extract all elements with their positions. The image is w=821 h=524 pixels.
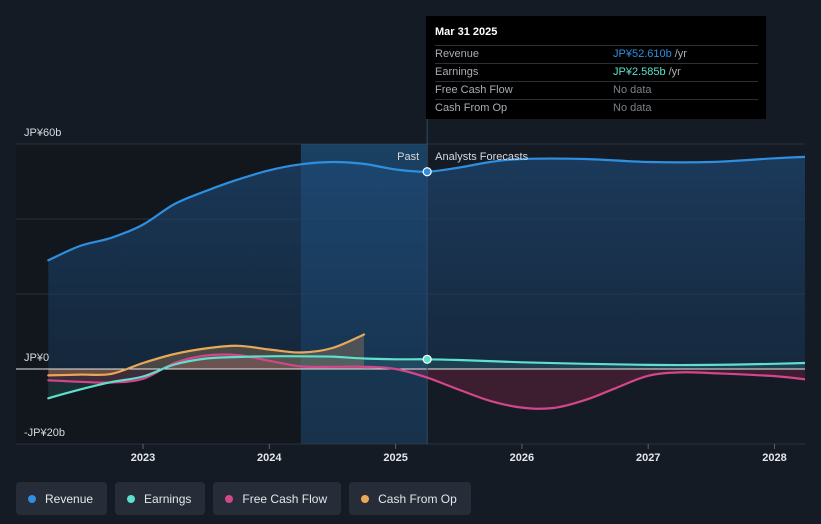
legend-dot-icon <box>361 494 370 503</box>
x-tick-label: 2023 <box>131 452 155 464</box>
earnings-marker[interactable] <box>422 354 432 364</box>
y-axis-label: JP¥60b <box>24 127 61 139</box>
tooltip: Mar 31 2025 Revenue JP¥52.610b/yr Earnings… <box>426 16 766 119</box>
tooltip-row: Earnings JP¥2.585b/yr <box>435 64 758 82</box>
tooltip-row-label: Earnings <box>435 66 479 78</box>
x-tick-label: 2027 <box>636 452 660 464</box>
x-tick-label: 2028 <box>762 452 786 464</box>
legend-label: Earnings <box>144 491 192 506</box>
tooltip-row-value: No data <box>613 84 652 96</box>
free-cash-flow-area <box>48 354 805 409</box>
legend: Revenue Earnings Free Cash Flow Cash From O… <box>16 482 471 515</box>
tooltip-date: Mar 31 2025 <box>435 24 758 46</box>
earnings-line[interactable] <box>47 355 806 400</box>
legend-label: Free Cash Flow <box>242 491 328 506</box>
tooltip-row-label: Cash From Op <box>435 102 508 114</box>
tooltip-row: Cash From Op No data <box>435 100 758 117</box>
legend-dot-icon <box>28 494 36 503</box>
chart-canvas: JP¥60b JP¥0 -JP¥20b 2023 2024 2025 2026 2027 20… <box>16 118 806 464</box>
tooltip-row: Revenue JP¥52.610b/yr <box>435 46 758 64</box>
forecast-label: Analysts Forecasts <box>435 151 528 163</box>
x-tick-label: 2025 <box>383 452 407 464</box>
legend-dot-icon <box>225 494 234 503</box>
tooltip-row: Free Cash Flow No data <box>435 82 758 100</box>
legend-label: Cash From Op <box>378 491 457 506</box>
y-axis-label: JP¥0 <box>24 352 49 364</box>
legend-dot-icon <box>127 494 136 503</box>
legend-item-free-cash-flow[interactable]: Free Cash Flow <box>213 482 342 515</box>
y-axis-label: -JP¥20b <box>24 427 65 439</box>
earnings-area <box>48 356 805 399</box>
revenue-line[interactable] <box>47 155 806 262</box>
legend-item-earnings[interactable]: Earnings <box>115 482 206 515</box>
tooltip-row-value: No data <box>613 102 652 114</box>
cash-from-op-line[interactable] <box>47 333 366 377</box>
legend-item-revenue[interactable]: Revenue <box>16 482 108 515</box>
tooltip-row-label: Revenue <box>435 48 480 60</box>
tooltip-row-value: JP¥52.610b <box>613 48 672 60</box>
tooltip-row-label: Free Cash Flow <box>435 84 513 96</box>
tooltip-row-value: JP¥2.585b <box>613 66 666 78</box>
legend-label: Revenue <box>45 491 94 506</box>
past-label: Past <box>397 151 419 163</box>
tooltip-row-unit: /yr <box>674 48 687 60</box>
x-tick-label: 2026 <box>510 452 534 464</box>
revenue-marker[interactable] <box>422 167 432 177</box>
x-tick-label: 2024 <box>257 452 282 464</box>
revenue-area <box>48 156 805 369</box>
tooltip-row-unit: /yr <box>668 66 681 78</box>
free-cash-flow-line[interactable] <box>47 353 806 410</box>
legend-item-cash-from-op[interactable]: Cash From Op <box>349 482 471 515</box>
